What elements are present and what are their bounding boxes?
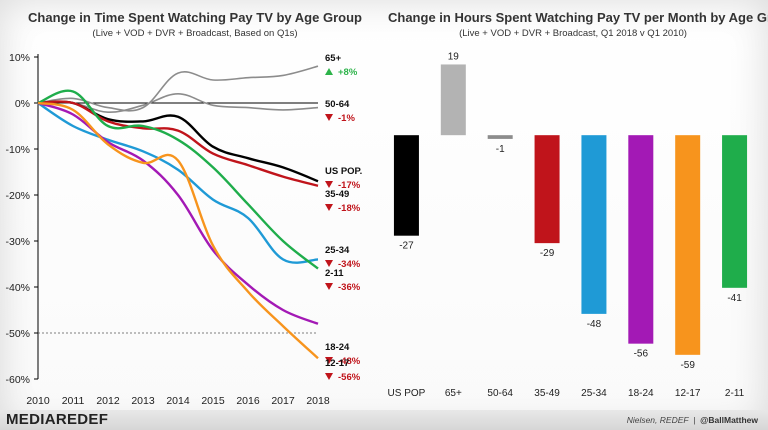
series-change-18-24: -48% [338, 356, 361, 367]
y-tick-label: 0% [15, 98, 30, 110]
y-tick-label: -30% [5, 236, 30, 248]
category-label: 12-17 [675, 388, 701, 399]
series-line-12-17 [37, 101, 319, 360]
x-tick-label: 2015 [201, 395, 225, 407]
y-tick-label: -50% [5, 328, 30, 340]
series-change-25-34: -34% [338, 259, 361, 270]
x-tick-label: 2018 [306, 395, 330, 407]
bar [487, 135, 513, 139]
source-credit: Nielsen, REDEF | @BallMatthew [627, 415, 758, 425]
bar [675, 135, 701, 355]
y-tick-label: -20% [5, 190, 30, 202]
down-triangle-icon [325, 283, 333, 290]
series-line-35-49 [37, 100, 319, 187]
twitter-handle: @BallMatthew [700, 415, 758, 425]
series-line-25-34 [37, 101, 319, 264]
source-separator: | [693, 415, 696, 425]
line-chart: 10% 0% -10% -20% -30% -40% -50% -60% 2010 2011 201… [5, 52, 362, 407]
bar-value-label: -29 [540, 248, 555, 259]
series-line-2-11 [37, 89, 319, 270]
series-line-50-64 [37, 93, 319, 114]
bar [581, 135, 607, 314]
y-tick-label: -40% [5, 282, 30, 294]
series-change-2-11: -36% [338, 282, 361, 293]
bar-value-label: -56 [634, 349, 649, 360]
logo-redef-text: REDEF [55, 411, 109, 428]
series-change-65: +8% [338, 67, 358, 78]
down-triangle-icon [325, 373, 333, 380]
down-triangle-icon [325, 204, 333, 211]
x-tick-label: 2017 [271, 395, 295, 407]
series-label-us-pop: US POP. [325, 166, 362, 177]
x-tick-label: 2011 [62, 395, 85, 407]
x-tick-label: 2013 [131, 395, 155, 407]
bar [393, 135, 419, 236]
series-change-12-17: -56% [338, 372, 361, 383]
bar-value-label: -59 [680, 360, 695, 371]
category-label: 65+ [445, 388, 462, 399]
bar [534, 135, 560, 244]
bar [440, 64, 466, 136]
y-tick-label: 10% [9, 52, 30, 64]
bar-chart: -27 US POP 19 65+ -1 50-64 -29 35-49 -48 25-34 -56… [388, 51, 748, 399]
series-label-35-49: 35-49 [325, 189, 349, 200]
x-tick-label: 2014 [166, 395, 190, 407]
category-label: US POP [388, 388, 426, 399]
series-label-65: 65+ [325, 53, 342, 64]
category-label: 25-34 [581, 388, 607, 399]
series-change-50-64: -1% [338, 113, 355, 124]
x-tick-label: 2012 [96, 395, 120, 407]
bar-value-label: -27 [399, 241, 414, 252]
series-label-12-17: 12-17 [325, 358, 349, 369]
down-triangle-icon [325, 260, 333, 267]
up-triangle-icon [325, 68, 333, 75]
bar [628, 135, 654, 344]
bar-value-label: 19 [448, 51, 460, 62]
down-triangle-icon [325, 114, 333, 121]
series-change-us-pop: -17% [338, 180, 361, 191]
x-tick-label: 2010 [26, 395, 50, 407]
category-label: 18-24 [628, 388, 654, 399]
left-chart-subtitle: (Live + VOD + DVR + Broadcast, Based on … [92, 28, 298, 39]
footer-bar [0, 410, 768, 430]
down-triangle-icon [325, 181, 333, 188]
bar-value-label: -48 [587, 319, 602, 330]
series-label-25-34: 25-34 [325, 245, 350, 256]
source-text: Nielsen, REDEF [626, 415, 689, 425]
series-line-18-24 [37, 101, 319, 325]
series-change-35-49: -18% [338, 203, 361, 214]
x-tick-label: 2016 [236, 395, 260, 407]
category-label: 50-64 [487, 388, 513, 399]
bar-value-label: -41 [727, 293, 742, 304]
category-label: 2-11 [725, 388, 745, 399]
media-redef-logo: MEDIAREDEF [6, 411, 108, 428]
series-label-2-11: 2-11 [325, 268, 344, 279]
logo-media-text: MEDIA [6, 411, 56, 428]
left-chart-title: Change in Time Spent Watching Pay TV by … [28, 10, 362, 25]
series-label-18-24: 18-24 [325, 342, 350, 353]
category-label: 35-49 [534, 388, 560, 399]
y-tick-label: -10% [5, 144, 30, 156]
right-chart-title: Change in Hours Spent Watching Pay TV pe… [388, 10, 768, 25]
down-triangle-icon [325, 357, 333, 364]
right-chart-subtitle: (Live + VOD + DVR + Broadcast, Q1 2018 v… [459, 28, 687, 39]
bar [722, 135, 748, 288]
y-tick-label: -60% [5, 374, 30, 386]
bar-value-label: -1 [496, 144, 505, 155]
series-label-50-64: 50-64 [325, 99, 350, 110]
